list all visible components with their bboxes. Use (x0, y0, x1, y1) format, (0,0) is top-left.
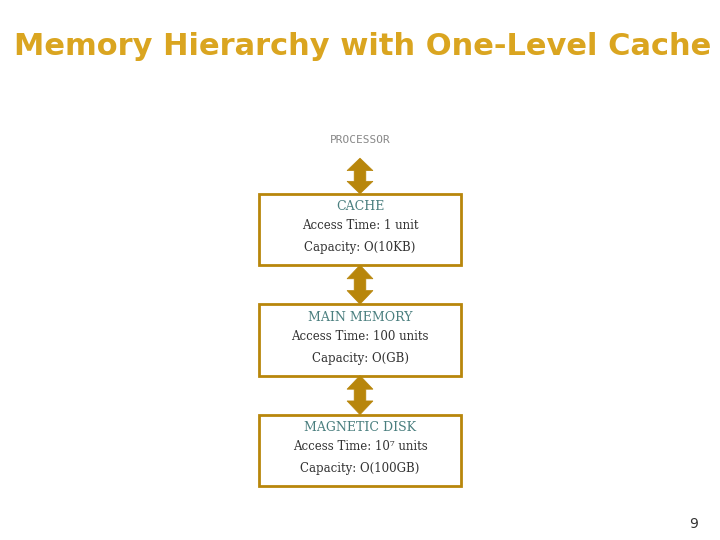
Bar (259, 194, 461, 265)
Polygon shape (347, 375, 373, 415)
Bar (259, 415, 461, 486)
Polygon shape (347, 158, 373, 194)
Text: MAGNETIC DISK: MAGNETIC DISK (304, 421, 416, 434)
Text: Memory Hierarchy with One-Level Cache: Memory Hierarchy with One-Level Cache (14, 32, 711, 61)
Text: PROCESSOR: PROCESSOR (330, 135, 390, 145)
Text: CACHE: CACHE (336, 200, 384, 213)
Text: Capacity: O(GB): Capacity: O(GB) (312, 352, 408, 365)
Text: Capacity: O(10KB): Capacity: O(10KB) (305, 241, 415, 254)
Text: 9: 9 (690, 517, 698, 531)
Text: Access Time: 10⁷ units: Access Time: 10⁷ units (292, 440, 428, 453)
Text: Access Time: 100 units: Access Time: 100 units (292, 330, 428, 343)
Text: Access Time: 1 unit: Access Time: 1 unit (302, 219, 418, 232)
Text: MAIN MEMORY: MAIN MEMORY (307, 310, 413, 323)
Text: Capacity: O(100GB): Capacity: O(100GB) (300, 462, 420, 475)
Bar (259, 304, 461, 375)
Polygon shape (347, 265, 373, 304)
